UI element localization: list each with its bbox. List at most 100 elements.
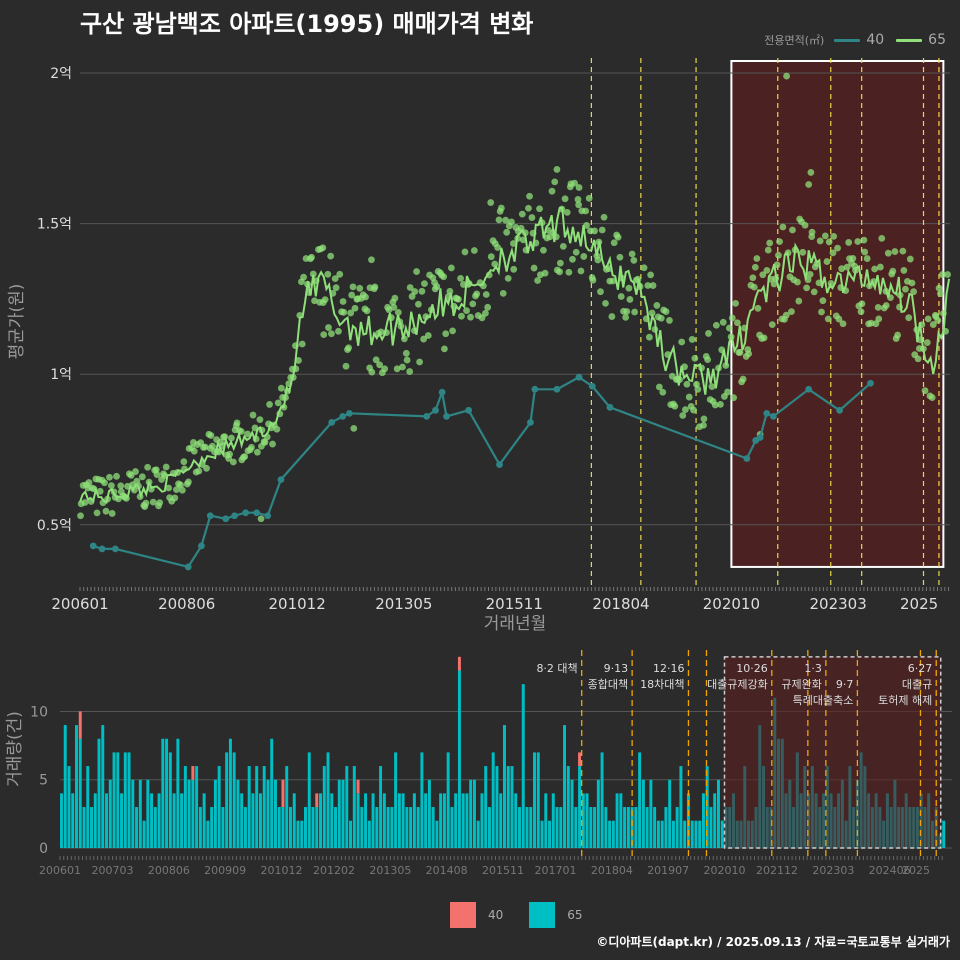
data-point-65	[190, 447, 198, 455]
data-point-40	[339, 412, 347, 420]
bar-65	[247, 766, 251, 848]
data-point-65	[655, 383, 663, 391]
bar-65	[653, 807, 657, 848]
data-point-65	[233, 419, 241, 427]
data-point-65	[504, 274, 512, 282]
data-point-65	[789, 226, 796, 234]
data-point-65	[269, 440, 276, 448]
bar-65	[251, 793, 255, 848]
data-point-65	[106, 473, 113, 481]
legend-item-40: 40	[866, 32, 885, 48]
data-point-65	[854, 238, 862, 245]
data-point-65	[415, 300, 422, 308]
bar-65	[382, 793, 386, 848]
data-point-65	[928, 394, 936, 401]
data-point-65	[416, 358, 424, 366]
x-tick-label: 200806	[158, 595, 215, 613]
data-point-65	[565, 268, 573, 276]
bar-65	[491, 752, 495, 848]
bar-65	[71, 793, 75, 848]
data-point-65	[372, 356, 380, 364]
x-tick-label: 201804	[591, 864, 633, 877]
bar-65	[67, 766, 71, 848]
data-point-65	[273, 425, 281, 433]
data-point-65	[229, 458, 237, 466]
data-point-65	[705, 330, 712, 337]
bar-65	[454, 793, 458, 848]
data-point-65	[766, 239, 774, 247]
y-tick-label: 0.5억	[37, 518, 72, 534]
bar-65	[352, 766, 356, 848]
data-point-65	[499, 289, 507, 297]
bar-65	[611, 820, 615, 848]
bar-65	[690, 820, 694, 848]
data-point-65	[162, 463, 170, 471]
data-point-65	[458, 312, 465, 320]
data-point-65	[739, 375, 747, 383]
bar-65	[495, 766, 499, 848]
data-point-40	[443, 412, 450, 420]
data-point-65	[502, 216, 509, 224]
data-point-65	[320, 331, 328, 339]
data-point-65	[625, 284, 633, 292]
data-point-65	[600, 213, 608, 221]
bar-65	[409, 807, 413, 848]
data-point-65	[277, 384, 285, 392]
data-point-65	[630, 256, 638, 264]
data-point-65	[810, 288, 818, 296]
bar-65	[210, 807, 214, 848]
data-point-65	[711, 401, 719, 409]
bar-65	[273, 779, 277, 848]
data-point-65	[433, 283, 441, 290]
data-point-65	[171, 494, 179, 502]
bar-65	[623, 807, 627, 848]
data-point-65	[298, 340, 306, 348]
data-point-65	[497, 204, 505, 212]
data-point-65	[173, 486, 180, 494]
data-point-65	[551, 178, 559, 186]
bar-65	[390, 807, 394, 848]
data-point-65	[750, 283, 758, 291]
data-point-40	[264, 512, 272, 520]
bar-65	[435, 820, 439, 848]
bar-65	[97, 738, 101, 848]
bar-65	[277, 807, 281, 848]
data-point-65	[751, 263, 759, 271]
bar-65	[656, 820, 660, 848]
bar-65	[649, 779, 653, 848]
bar-65	[191, 779, 195, 848]
bar-65	[292, 793, 296, 848]
data-point-65	[368, 368, 376, 376]
data-point-65	[144, 463, 152, 471]
bar-40	[78, 711, 82, 739]
bar-65	[334, 807, 338, 848]
data-point-65	[363, 307, 371, 315]
data-point-65	[908, 279, 916, 287]
x-tick-label: 202303	[809, 595, 866, 613]
bar-65	[228, 738, 232, 848]
data-point-40	[756, 434, 764, 441]
bar-65	[570, 779, 574, 848]
policy-annotation: 토허제 해제	[878, 693, 932, 707]
data-point-65	[508, 218, 515, 226]
data-point-65	[253, 448, 261, 456]
data-point-65	[221, 433, 229, 441]
bar-40	[356, 779, 360, 794]
series-65-points	[77, 72, 952, 523]
bar-65	[540, 820, 544, 848]
bar-65	[300, 820, 304, 848]
bar-65	[307, 752, 311, 848]
data-point-65	[775, 251, 782, 259]
data-point-65	[469, 300, 477, 308]
bar-65	[240, 793, 244, 848]
data-point-65	[113, 472, 120, 480]
bar-65	[289, 807, 292, 848]
data-point-40	[206, 512, 214, 520]
x-tick-label: 200601	[51, 595, 108, 613]
data-point-65	[682, 406, 689, 414]
data-point-65	[195, 467, 203, 475]
data-point-65	[860, 236, 868, 244]
bar-65	[281, 807, 285, 848]
data-point-65	[824, 315, 832, 323]
data-point-65	[411, 288, 419, 295]
